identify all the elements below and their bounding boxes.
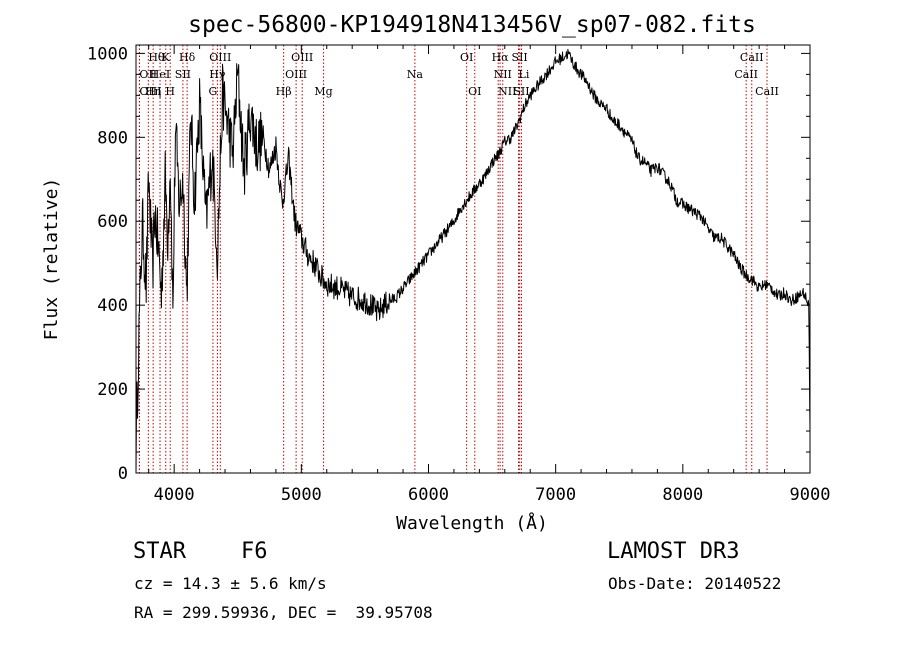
spectral-line-label: CaII — [734, 68, 758, 81]
spectral-line-label: Hδ — [179, 51, 196, 64]
spectral-line-label: Li — [519, 68, 530, 81]
spectral-line-label: OI — [468, 85, 481, 98]
x-axis-label: Wavelength (Å) — [396, 512, 548, 534]
spectral-line-label: Hθ — [148, 51, 165, 64]
spectral-line-label: Hα — [492, 51, 510, 64]
plot-frame — [135, 44, 811, 474]
x-tick-label: 5000 — [281, 485, 322, 505]
chart-title: spec-56800-KP194918N413456V_sp07-082.fit… — [188, 12, 756, 38]
survey-name: LAMOST DR3 — [607, 539, 740, 564]
spectral-line-label: CaII — [740, 51, 764, 64]
spectral-line-label: Hγ — [209, 68, 226, 81]
x-tick-label: 9000 — [790, 485, 831, 505]
y-tick-label: 200 — [97, 380, 128, 400]
coordinates-readout: RA = 299.59936, DEC = 39.95708 — [134, 603, 433, 622]
y-tick-label: 600 — [97, 212, 128, 232]
spectral-line-label: K — [162, 51, 171, 64]
spectral-line-label: HeI — [150, 68, 170, 81]
spectral-line-label: Mg — [314, 85, 332, 98]
spectral-line-label: OIII — [139, 85, 161, 98]
spectral-subclass: F6 — [241, 539, 268, 564]
object-class: STAR — [133, 539, 186, 564]
spectral-line-label: OIII — [291, 51, 313, 64]
spectral-line-label: Hη — [145, 85, 161, 98]
observation-date: Obs-Date: 20140522 — [608, 574, 782, 593]
x-tick-label: 8000 — [662, 485, 703, 505]
x-tick-label: 7000 — [535, 485, 576, 505]
spectral-line-label: CaII — [755, 85, 779, 98]
spectral-line-label: SII — [512, 51, 528, 64]
y-tick-label: 800 — [97, 128, 128, 148]
spectral-line-label: SII — [513, 85, 529, 98]
spectral-line-label: SII — [175, 68, 191, 81]
y-tick-label: 1000 — [87, 44, 128, 64]
spectral-line-label: OI — [460, 51, 473, 64]
y-tick-label: 0 — [118, 464, 128, 484]
x-tick-label: 6000 — [408, 485, 449, 505]
spectral-line-label: G — [209, 85, 218, 98]
spectral-line-label: Na — [407, 68, 424, 81]
spectral-line-label: Hβ — [276, 85, 292, 98]
y-axis-label: Flux (relative) — [41, 178, 62, 341]
y-tick-label: 400 — [97, 296, 128, 316]
spectral-line-label: OIII — [209, 51, 231, 64]
spectral-line-label: NII — [498, 85, 516, 98]
redshift-readout: cz = 14.3 ± 5.6 km/s — [134, 574, 327, 593]
spectral-line-label: H — [165, 85, 175, 98]
spectral-line-label: OIII — [285, 68, 307, 81]
spectral-line-label: NII — [494, 68, 512, 81]
spectrum-line — [135, 48, 811, 474]
x-tick-label: 4000 — [154, 485, 195, 505]
spectral-line-label: OII — [139, 68, 157, 81]
